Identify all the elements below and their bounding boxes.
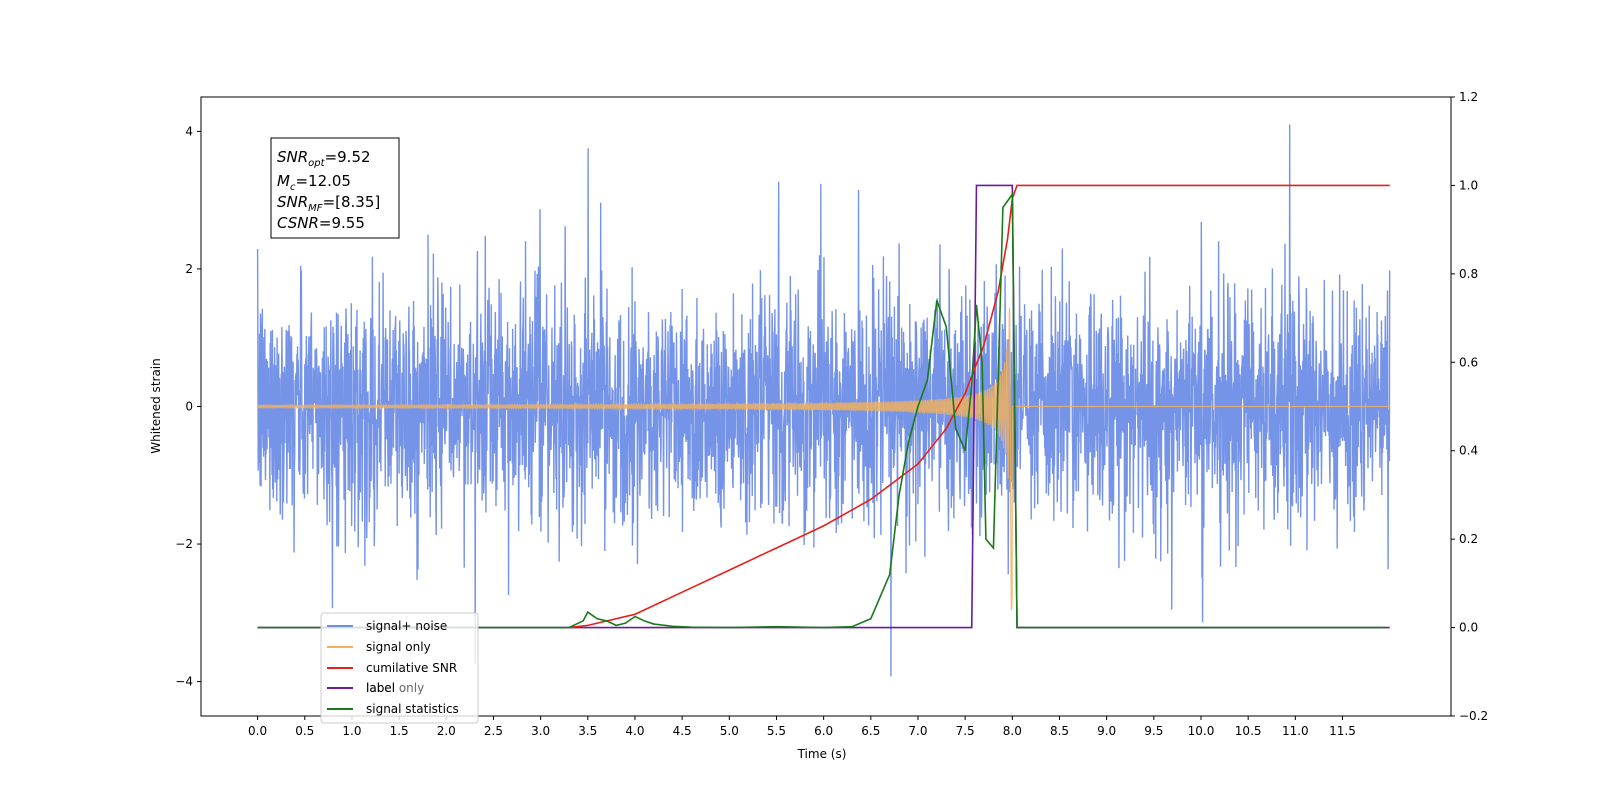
- x-tick-label: 6.5: [861, 724, 880, 738]
- x-tick-label: 5.5: [767, 724, 786, 738]
- stats-annotation-box: [270, 137, 400, 239]
- x-tick-label: 0.0: [248, 724, 267, 738]
- y2-tick-label: 1.2: [1459, 90, 1478, 104]
- x-tick-label: 11.0: [1282, 724, 1309, 738]
- legend-entry-signal-noise: signal+ noise: [366, 619, 447, 633]
- x-tick-label: 9.0: [1097, 724, 1116, 738]
- x-tick-label: 2.5: [484, 724, 503, 738]
- axes: 0.0 0.5 1.0 1.5 2.0 2.5 3.0 3.5 4.0 4.5 5.0 5.5 6.0 6…: [175, 90, 1488, 738]
- x-tick-label: 1.0: [342, 724, 361, 738]
- snr-opt-text: SNRopt=9.52: [277, 148, 371, 169]
- y2-tick-label: 0.0: [1459, 621, 1478, 635]
- series-signal-statistics-line: [257, 191, 1385, 629]
- x-tick-label: 3.5: [578, 724, 597, 738]
- y2-tick-label: 1.0: [1459, 178, 1478, 192]
- x-axis-label: Time (s): [797, 747, 847, 761]
- y-axis-label: Whitened strain: [149, 358, 163, 454]
- legend: label only signal+ noise signal only cumila…: [320, 612, 479, 724]
- x-tick-label: 0.5: [295, 724, 314, 738]
- csnr-text: CSNR=9.55: [277, 214, 365, 232]
- y-tick-label: 4: [185, 124, 193, 138]
- chirp-mass-text: Mc=12.05: [277, 172, 351, 193]
- y2-tick-label: 0.6: [1459, 355, 1478, 369]
- legend-entry-cumulative-snr: cumilative SNR: [366, 661, 457, 675]
- y-tick-label: −4: [175, 675, 193, 689]
- x-tick-label: 1.5: [390, 724, 409, 738]
- y-tick-label: −2: [175, 537, 193, 551]
- y-tick-label: 0: [185, 400, 193, 414]
- stats-annotation: SNRopt=9.52 Mc=12.05 SNRMF=[8.35] CSNR=9…: [270, 137, 400, 239]
- x-tick-label: 10.5: [1235, 724, 1262, 738]
- legend-entry-label: label: [366, 681, 395, 695]
- x-tick-label: 8.5: [1050, 724, 1069, 738]
- x-tick-label: 7.0: [908, 724, 927, 738]
- plot-area: [256, 124, 1391, 677]
- legend-box: [320, 612, 479, 724]
- x-tick-label: 8.0: [1003, 724, 1022, 738]
- y-tick-label: 2: [185, 262, 193, 276]
- x-tick-label: 7.5: [956, 724, 975, 738]
- x-tick-label: 6.0: [814, 724, 833, 738]
- y2-tick-label: 0.2: [1459, 532, 1478, 546]
- legend-entry-label-only: label only: [366, 681, 424, 695]
- y2-tick-label: −0.2: [1459, 709, 1488, 723]
- series-signal-noise-line: [256, 124, 1391, 677]
- y2-tick-label: 0.8: [1459, 267, 1478, 281]
- legend-entry-signal-statistics: signal statistics: [366, 702, 459, 716]
- series-cumulative-snr-line: [568, 184, 1390, 629]
- x-tick-label: 4.5: [673, 724, 692, 738]
- snr-mf-text: SNRMF=[8.35]: [277, 193, 380, 214]
- x-tick-label: 9.5: [1144, 724, 1163, 738]
- x-tick-label: 10.0: [1188, 724, 1215, 738]
- x-tick-label: 2.0: [437, 724, 456, 738]
- y2-tick-label: 0.4: [1459, 444, 1478, 458]
- x-tick-label: 5.0: [720, 724, 739, 738]
- x-tick-label: 3.0: [531, 724, 550, 738]
- x-tick-label: 4.0: [625, 724, 644, 738]
- x-tick-label: 11.5: [1329, 724, 1356, 738]
- legend-entry-signal-only: signal only: [366, 640, 431, 654]
- series-signal-only-line: [257, 307, 1390, 611]
